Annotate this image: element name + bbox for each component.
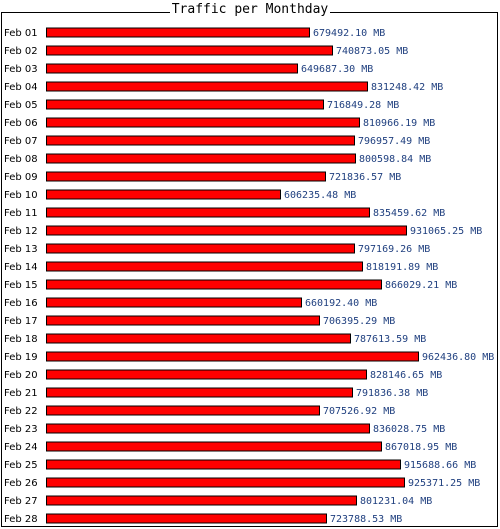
value-label: 649687.30 MB: [301, 64, 373, 75]
traffic-bar: [46, 459, 401, 470]
day-label: Feb 05: [4, 100, 38, 111]
day-label: Feb 24: [4, 442, 38, 453]
traffic-bar: [46, 315, 320, 326]
day-label: Feb 02: [4, 46, 38, 57]
traffic-bar: [46, 225, 407, 236]
value-label: 836028.75 MB: [373, 424, 445, 435]
value-label: 797169.26 MB: [358, 244, 430, 255]
value-label: 962436.80 MB: [422, 352, 494, 363]
day-label: Feb 03: [4, 64, 38, 75]
day-label: Feb 15: [4, 280, 38, 291]
value-label: 915688.66 MB: [404, 460, 476, 471]
traffic-bar: [46, 333, 351, 344]
day-label: Feb 18: [4, 334, 38, 345]
traffic-bar: [46, 495, 357, 506]
traffic-bar: [46, 513, 327, 524]
traffic-bar: [46, 297, 302, 308]
traffic-bar: [46, 99, 324, 110]
day-label: Feb 21: [4, 388, 38, 399]
value-label: 721836.57 MB: [329, 172, 401, 183]
traffic-bar: [46, 135, 355, 146]
day-label: Feb 20: [4, 370, 38, 381]
day-label: Feb 08: [4, 154, 38, 165]
value-label: 791836.38 MB: [356, 388, 428, 399]
traffic-bar: [46, 27, 310, 38]
traffic-bar: [46, 351, 419, 362]
traffic-bar: [46, 117, 360, 128]
value-label: 723788.53 MB: [330, 514, 402, 525]
traffic-bar: [46, 171, 326, 182]
day-label: Feb 09: [4, 172, 38, 183]
day-label: Feb 07: [4, 136, 38, 147]
day-label: Feb 06: [4, 118, 38, 129]
value-label: 800598.84 MB: [359, 154, 431, 165]
day-label: Feb 04: [4, 82, 38, 93]
value-label: 925371.25 MB: [408, 478, 480, 489]
value-label: 866029.21 MB: [385, 280, 457, 291]
value-label: 707526.92 MB: [323, 406, 395, 417]
traffic-bar: [46, 423, 370, 434]
day-label: Feb 10: [4, 190, 38, 201]
day-label: Feb 22: [4, 406, 38, 417]
value-label: 706395.29 MB: [323, 316, 395, 327]
value-label: 801231.04 MB: [360, 496, 432, 507]
value-label: 818191.89 MB: [366, 262, 438, 273]
day-label: Feb 25: [4, 460, 38, 471]
day-label: Feb 27: [4, 496, 38, 507]
value-label: 835459.62 MB: [373, 208, 445, 219]
value-label: 606235.48 MB: [284, 190, 356, 201]
day-label: Feb 16: [4, 298, 38, 309]
value-label: 796957.49 MB: [358, 136, 430, 147]
traffic-bar: [46, 189, 281, 200]
traffic-bar: [46, 243, 355, 254]
traffic-bar: [46, 261, 363, 272]
traffic-bar: [46, 207, 370, 218]
traffic-bar: [46, 477, 405, 488]
value-label: 716849.28 MB: [327, 100, 399, 111]
day-label: Feb 12: [4, 226, 38, 237]
value-label: 679492.10 MB: [313, 28, 385, 39]
traffic-bar: [46, 153, 356, 164]
value-label: 810966.19 MB: [363, 118, 435, 129]
value-label: 931065.25 MB: [410, 226, 482, 237]
traffic-bar: [46, 279, 382, 290]
value-label: 787613.59 MB: [354, 334, 426, 345]
day-label: Feb 14: [4, 262, 38, 273]
traffic-bar: [46, 387, 353, 398]
value-label: 831248.42 MB: [371, 82, 443, 93]
day-label: Feb 17: [4, 316, 38, 327]
traffic-bar: [46, 369, 367, 380]
day-label: Feb 28: [4, 514, 38, 525]
traffic-bar: [46, 63, 298, 74]
day-label: Feb 11: [4, 208, 38, 219]
traffic-bar: [46, 81, 368, 92]
traffic-bar: [46, 45, 333, 56]
traffic-bar: [46, 441, 382, 452]
day-label: Feb 26: [4, 478, 38, 489]
day-label: Feb 13: [4, 244, 38, 255]
value-label: 867018.95 MB: [385, 442, 457, 453]
value-label: 828146.65 MB: [370, 370, 442, 381]
traffic-bar: [46, 405, 320, 416]
value-label: 660192.40 MB: [305, 298, 377, 309]
day-label: Feb 19: [4, 352, 38, 363]
day-label: Feb 01: [4, 28, 38, 39]
day-label: Feb 23: [4, 424, 38, 435]
value-label: 740873.05 MB: [336, 46, 408, 57]
